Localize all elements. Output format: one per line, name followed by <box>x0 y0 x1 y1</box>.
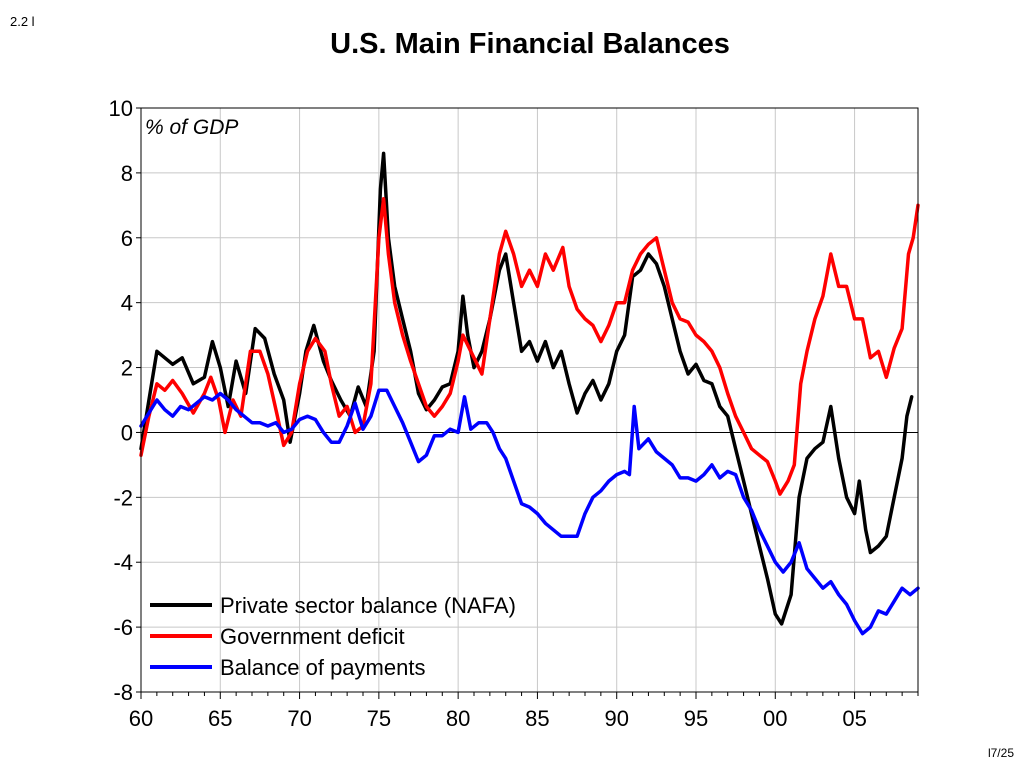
series-line-balance-of-payments <box>139 388 920 636</box>
plot-frame <box>140 107 919 693</box>
slide-number-label: 2.2 l <box>10 14 35 29</box>
chart-title: U.S. Main Financial Balances <box>330 28 730 60</box>
y-tick-label: -6 <box>113 615 133 640</box>
page-number-label: l7/25 <box>987 746 1014 760</box>
legend-label: Government deficit <box>220 624 405 649</box>
x-tick-label: 70 <box>287 706 311 731</box>
x-tick-label: 75 <box>367 706 391 731</box>
y-tick-label: -2 <box>113 485 133 510</box>
y-tick-label: 2 <box>121 356 133 381</box>
legend-label: Private sector balance (NAFA) <box>220 593 516 618</box>
x-tick-label: 05 <box>842 706 866 731</box>
x-tick-label: 00 <box>763 706 787 731</box>
x-tick-label: 60 <box>129 706 153 731</box>
series-line-government-deficit <box>139 197 920 496</box>
y-tick-label: 6 <box>121 226 133 251</box>
x-axis-ticks: 60 65 70 75 80 85 90 95 00 05 <box>129 692 919 731</box>
x-tick-label: 65 <box>208 706 232 731</box>
series-lines <box>139 151 920 636</box>
x-tick-label: 85 <box>525 706 549 731</box>
y-tick-label: 8 <box>121 161 133 186</box>
y-tick-label: 10 <box>109 96 133 121</box>
x-tick-label: 95 <box>684 706 708 731</box>
legend: Private sector balance (NAFA) Government … <box>150 593 516 680</box>
y-tick-label: 4 <box>121 291 133 316</box>
y-tick-label: 0 <box>121 420 133 445</box>
units-annotation: % of GDP <box>145 116 238 139</box>
y-axis-ticks: -8 -6 -4 -2 0 2 4 6 8 10 <box>109 96 141 705</box>
y-tick-label: -4 <box>113 550 133 575</box>
x-tick-label: 90 <box>604 706 628 731</box>
x-tick-label: 80 <box>446 706 470 731</box>
y-tick-label: -8 <box>113 680 133 705</box>
legend-label: Balance of payments <box>220 655 425 680</box>
